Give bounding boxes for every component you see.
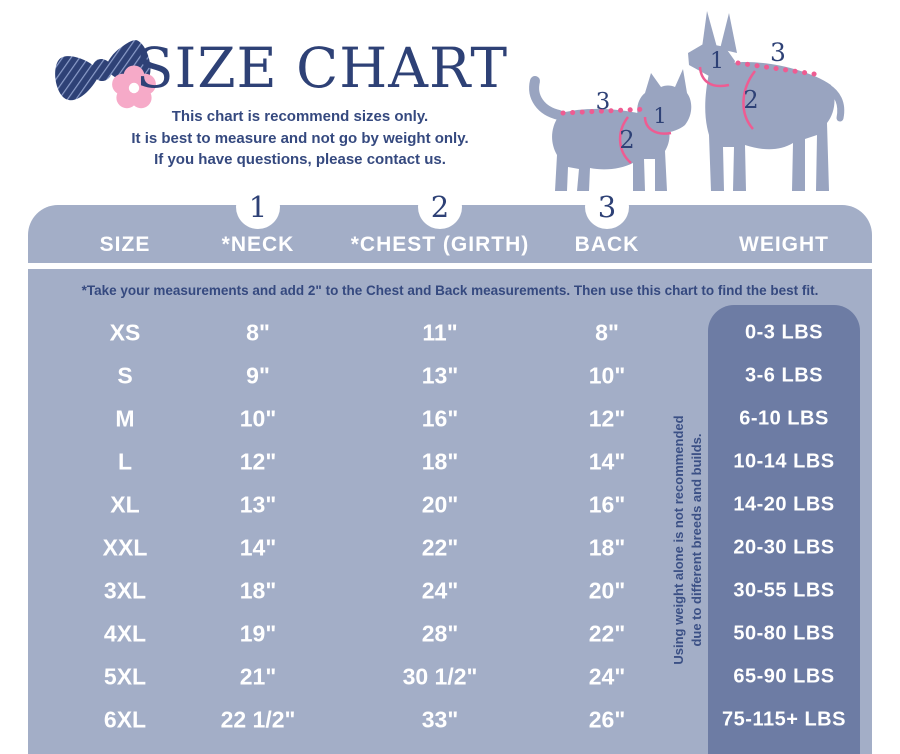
subtitle-line: If you have questions, please contact us… xyxy=(154,151,446,168)
size-cell: 3XL xyxy=(103,577,147,603)
neck-cell: 22 1/2" xyxy=(220,706,296,732)
neck-cell: 19" xyxy=(239,620,277,646)
neck-cell: 9" xyxy=(246,362,270,388)
table-row: L 12" 18" 14" 10-14 LBS xyxy=(28,440,872,483)
table-row: XS 8" 11" 8" 0-3 LBS xyxy=(28,311,872,354)
weight-cell: 14-20 LBS xyxy=(733,493,835,515)
column-header-weight: WEIGHT xyxy=(739,233,829,256)
size-table: SIZE *NECK *CHEST (GIRTH) BACK WEIGHT 1 … xyxy=(28,185,872,754)
weight-cell: 6-10 LBS xyxy=(739,407,829,429)
weight-cell: 75-115+ LBS xyxy=(722,708,846,730)
chest-cell: 30 1/2" xyxy=(402,663,478,689)
neck-cell: 10" xyxy=(239,405,277,431)
neck-cell: 12" xyxy=(239,448,277,474)
size-cell: M xyxy=(115,405,135,431)
table-row: M 10" 16" 12" 6-10 LBS xyxy=(28,397,872,440)
chest-cell: 28" xyxy=(421,620,459,646)
diagram-number-labels: 3 1 2 1 3 2 xyxy=(596,38,786,154)
size-cell: XL xyxy=(110,491,140,517)
table-row: XL 13" 20" 16" 14-20 LBS xyxy=(28,483,872,526)
table-row: 3XL 18" 24" 20" 30-55 LBS xyxy=(28,569,872,612)
subtitle: This chart is recommend sizes only. It i… xyxy=(98,106,502,171)
neck-number-badge: 1 xyxy=(236,185,280,229)
back-cell: 14" xyxy=(588,448,626,474)
column-header-back: BACK xyxy=(574,233,640,256)
size-cell: 6XL xyxy=(103,706,147,732)
chest-cell: 11" xyxy=(422,319,458,345)
cat-silhouette-icon xyxy=(529,69,692,191)
back-number-badge: 3 xyxy=(585,185,629,229)
size-cell: 5XL xyxy=(103,663,147,689)
column-header-chest: *CHEST (GIRTH) xyxy=(350,233,530,256)
weight-cell: 20-30 LBS xyxy=(733,536,835,558)
flower-icon xyxy=(112,65,156,109)
chest-cell: 33" xyxy=(421,706,459,732)
table-row: S 9" 13" 10" 3-6 LBS xyxy=(28,354,872,397)
back-cell: 18" xyxy=(588,534,626,560)
weight-cell: 50-80 LBS xyxy=(733,622,835,644)
cat-neck-arc xyxy=(643,116,672,135)
back-cell: 24" xyxy=(588,663,626,689)
dog-back-label: 3 xyxy=(770,38,786,67)
cat-neck-label: 1 xyxy=(653,104,666,128)
neck-cell: 13" xyxy=(239,491,277,517)
size-cell: L xyxy=(117,448,133,474)
subtitle-line: It is best to measure and not go by weig… xyxy=(131,129,469,147)
weight-cell: 0-3 LBS xyxy=(745,321,823,343)
size-cell: XS xyxy=(109,319,141,345)
chest-cell: 16" xyxy=(421,405,459,431)
measurement-note: *Take your measurements and add 2" to th… xyxy=(81,282,819,298)
table-row: 4XL 19" 28" 22" 50-80 LBS xyxy=(28,612,872,655)
bowtie-flower-icon xyxy=(55,40,156,109)
subtitle-line: This chart is recommend sizes only. xyxy=(171,108,429,125)
cat-chest-arc xyxy=(618,116,632,164)
back-cell: 10" xyxy=(588,362,626,388)
weight-cell: 30-55 LBS xyxy=(733,579,835,601)
chest-cell: 22" xyxy=(421,534,459,560)
neck-cell: 18" xyxy=(239,577,277,603)
weight-cell: 10-14 LBS xyxy=(733,450,835,472)
dog-neck-label: 1 xyxy=(710,49,724,74)
chest-cell: 13" xyxy=(421,362,459,388)
weight-cell: 65-90 LBS xyxy=(733,665,835,687)
size-cell: XXL xyxy=(102,534,148,560)
back-cell: 26" xyxy=(588,706,626,732)
neck-cell: 14" xyxy=(239,534,277,560)
size-rows: XS 8" 11" 8" 0-3 LBS S 9" 13" 10" 3-6 LB… xyxy=(28,311,872,741)
chest-cell: 18" xyxy=(421,448,459,474)
table-row: 5XL 21" 30 1/2" 24" 65-90 LBS xyxy=(28,655,872,698)
chest-cell: 20" xyxy=(421,491,459,517)
dog-chest-arc xyxy=(742,70,756,130)
dog-neck-arc xyxy=(698,66,730,88)
back-cell: 20" xyxy=(588,577,626,603)
cat-chest-label: 2 xyxy=(619,126,634,154)
page-title: SIZE CHART xyxy=(135,36,509,100)
back-cell: 22" xyxy=(588,620,626,646)
size-cell: 4XL xyxy=(103,620,147,646)
column-header-size: SIZE xyxy=(99,233,151,256)
column-header-neck: *NECK xyxy=(221,233,295,256)
chest-cell: 24" xyxy=(421,577,459,603)
neck-cell: 8" xyxy=(246,319,270,345)
chest-number-badge: 2 xyxy=(418,185,462,229)
header-divider xyxy=(28,263,872,269)
cat-back-label: 3 xyxy=(596,89,611,115)
dog-silhouette-icon xyxy=(688,11,845,191)
measurement-lines xyxy=(560,60,824,164)
weight-column-panel xyxy=(708,305,860,754)
back-cell: 16" xyxy=(588,491,626,517)
table-row: 6XL 22 1/2" 33" 26" 75-115+ LBS xyxy=(28,698,872,741)
neck-cell: 21" xyxy=(239,663,277,689)
measurement-diagram: 3 1 2 1 3 2 xyxy=(529,11,845,191)
dog-chest-label: 2 xyxy=(743,86,758,114)
back-cell: 12" xyxy=(588,405,626,431)
back-cell: 8" xyxy=(595,319,619,345)
table-row: XXL 14" 22" 18" 20-30 LBS xyxy=(28,526,872,569)
size-cell: S xyxy=(117,362,133,388)
weight-cell: 3-6 LBS xyxy=(745,364,823,386)
